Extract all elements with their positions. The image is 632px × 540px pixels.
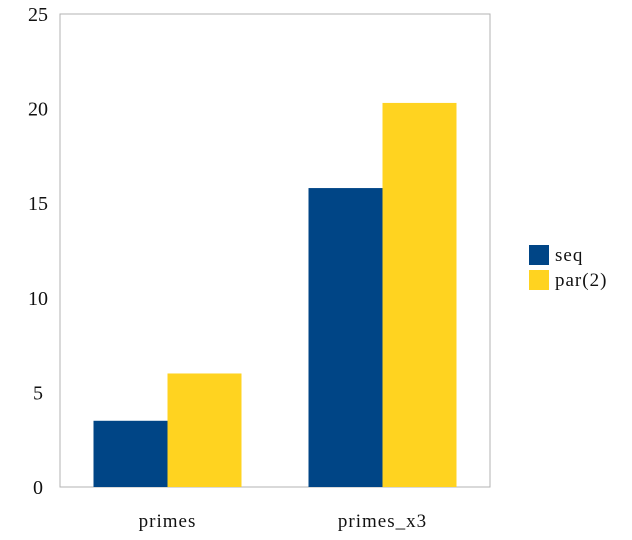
bar-par2-primes [167, 373, 242, 487]
x-category-label: primes_x3 [338, 511, 427, 532]
bar-seq-primes_x3 [308, 188, 383, 487]
y-tick-label: 15 [28, 193, 48, 215]
bar-seq-primes [93, 420, 168, 487]
legend: seq par(2) [529, 245, 607, 291]
y-tick-label: 10 [28, 288, 48, 310]
y-axis-ticks: 0 5 10 15 20 25 [28, 4, 48, 499]
legend-swatch [529, 245, 549, 265]
bar-par2-primes_x3 [382, 102, 457, 487]
x-category-label: primes [139, 511, 197, 532]
y-tick-label: 25 [28, 4, 48, 26]
bars [93, 102, 457, 487]
y-tick-label: 0 [33, 477, 43, 499]
legend-label: seq [555, 245, 583, 266]
legend-swatch [529, 270, 549, 290]
y-tick-label: 20 [28, 99, 48, 121]
legend-label: par(2) [555, 270, 607, 291]
x-axis-labels: primes primes_x3 [139, 511, 427, 532]
y-tick-label: 5 [33, 382, 43, 404]
